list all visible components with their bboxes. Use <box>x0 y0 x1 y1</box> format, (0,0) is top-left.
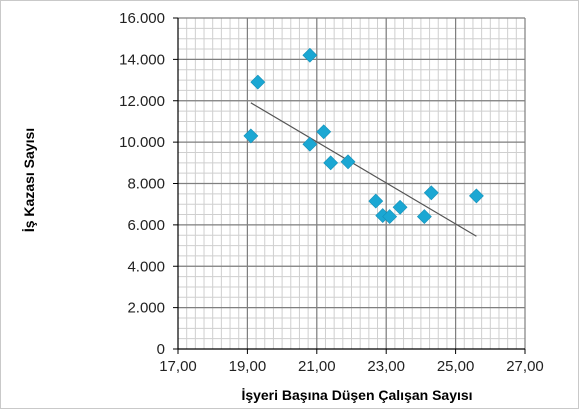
x-tick-labels: 17,00 19,00 21,00 23,00 25,00 27,00 <box>159 358 544 375</box>
data-point-marker <box>340 154 356 170</box>
data-points <box>243 47 484 225</box>
data-point-marker <box>423 185 439 201</box>
x-tick-label: 21,00 <box>298 358 336 375</box>
y-tick-label: 8.000 <box>127 176 165 193</box>
y-tick-label: 12.000 <box>119 93 165 110</box>
y-tick-label: 4.000 <box>127 258 165 275</box>
y-tick-label: 14.000 <box>119 51 165 68</box>
trendline-group <box>250 102 477 237</box>
data-point-marker <box>302 136 318 152</box>
x-tick-label: 23,00 <box>367 358 405 375</box>
data-point-marker <box>382 209 398 225</box>
data-point-marker <box>368 193 384 209</box>
y-tick-labels: 0 2.000 4.000 6.000 8.000 10.000 12.000 14.000 1… <box>119 10 165 358</box>
y-tick-label: 6.000 <box>127 217 165 234</box>
trendline <box>250 102 477 237</box>
data-point-marker <box>302 47 318 63</box>
data-point-marker <box>323 155 339 171</box>
axes <box>173 17 526 354</box>
data-point-marker <box>250 74 266 90</box>
y-tick-label: 2.000 <box>127 300 165 317</box>
data-point-marker <box>392 199 408 215</box>
data-point-marker <box>316 124 332 140</box>
x-tick-label: 19,00 <box>229 358 267 375</box>
y-axis-title: İş Kazası Sayısı <box>21 128 37 232</box>
y-tick-label: 0 <box>157 341 165 358</box>
data-point-marker <box>468 188 484 204</box>
y-tick-label: 10.000 <box>119 134 165 151</box>
x-tick-label: 17,00 <box>159 358 197 375</box>
x-tick-label: 27,00 <box>506 358 544 375</box>
y-tick-label: 16.000 <box>119 10 165 27</box>
data-point-marker <box>243 128 259 144</box>
x-tick-label: 25,00 <box>437 358 475 375</box>
x-axis-title: İşyeri Başına Düşen Çalışan Sayısı <box>241 387 472 403</box>
data-point-marker <box>416 209 432 225</box>
